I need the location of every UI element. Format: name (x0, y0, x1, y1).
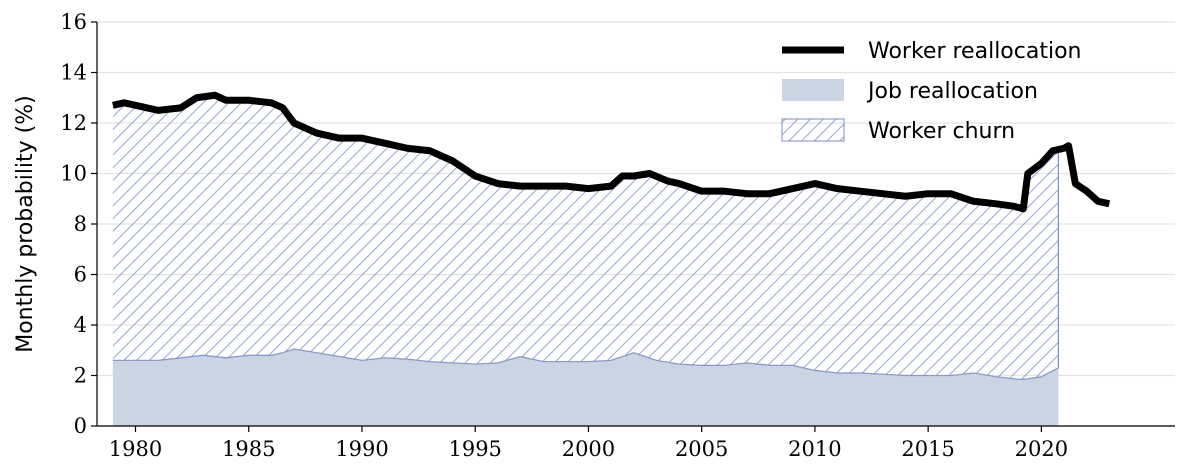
x-tick-label: 2015 (901, 437, 954, 461)
x-tick-label: 2000 (562, 437, 615, 461)
legend-label: Worker churn (868, 119, 1015, 144)
x-tick-label: 1980 (109, 437, 162, 461)
x-tick-label: 2020 (1015, 437, 1068, 461)
y-tick-label: 4 (74, 313, 87, 337)
legend-key (781, 118, 845, 142)
area (112, 348, 1059, 426)
y-tick-label: 2 (74, 364, 87, 388)
y-tick-label: 6 (74, 263, 87, 287)
legend-label: Worker reallocation (868, 39, 1081, 64)
hatched-area (112, 97, 1059, 380)
x-tick-label: 2010 (788, 437, 841, 461)
y-tick-label: 10 (60, 162, 87, 186)
x-tick-label: 2005 (675, 437, 728, 461)
x-tick-label: 1985 (222, 437, 275, 461)
x-tick-label: 1990 (335, 437, 388, 461)
legend-label: Job reallocation (866, 79, 1038, 104)
y-tick-label: 12 (60, 111, 87, 135)
y-axis-label: Monthly probability (%) (13, 95, 38, 353)
y-tick-label: 16 (60, 10, 87, 34)
legend-key (782, 79, 844, 101)
y-tick-label: 0 (74, 414, 87, 438)
line (112, 91, 1111, 213)
y-tick-label: 14 (60, 61, 87, 85)
x-tick-label: 1995 (448, 437, 501, 461)
y-tick-label: 8 (74, 212, 87, 236)
